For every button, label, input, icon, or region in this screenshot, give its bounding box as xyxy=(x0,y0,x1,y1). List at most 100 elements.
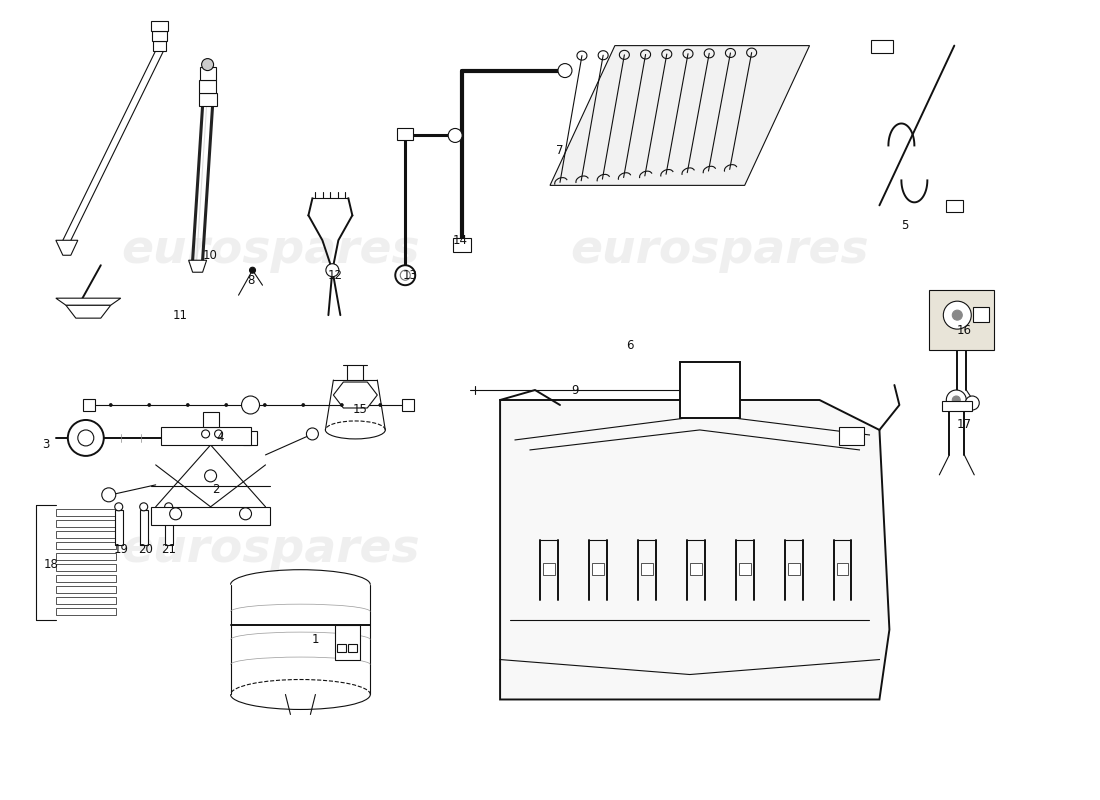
Bar xyxy=(199,79,216,93)
Circle shape xyxy=(307,428,318,440)
Bar xyxy=(56,542,116,549)
Bar xyxy=(543,562,556,574)
Circle shape xyxy=(169,508,182,520)
Polygon shape xyxy=(550,46,810,186)
Bar xyxy=(165,510,173,545)
Bar xyxy=(974,307,989,322)
Circle shape xyxy=(224,403,228,406)
Bar xyxy=(946,200,964,212)
Bar xyxy=(336,625,361,659)
Text: 6: 6 xyxy=(626,338,634,351)
Circle shape xyxy=(68,420,103,456)
Bar xyxy=(114,510,123,545)
Circle shape xyxy=(953,310,962,320)
Bar xyxy=(839,427,865,445)
Bar xyxy=(56,530,116,538)
Text: 15: 15 xyxy=(353,403,367,417)
Bar xyxy=(641,562,652,574)
Circle shape xyxy=(400,270,410,280)
Text: 16: 16 xyxy=(957,324,971,337)
Circle shape xyxy=(326,264,339,277)
Polygon shape xyxy=(188,260,207,272)
Bar xyxy=(453,238,471,252)
Bar xyxy=(151,507,271,525)
Bar xyxy=(56,608,116,614)
Circle shape xyxy=(944,301,971,329)
Text: eurospares: eurospares xyxy=(571,527,869,572)
Text: 7: 7 xyxy=(557,144,563,157)
Text: eurospares: eurospares xyxy=(121,527,420,572)
Circle shape xyxy=(201,58,213,70)
Circle shape xyxy=(242,396,260,414)
Bar xyxy=(56,553,116,560)
Text: 5: 5 xyxy=(901,219,909,232)
Bar xyxy=(161,427,251,445)
Bar xyxy=(788,562,800,574)
Text: 2: 2 xyxy=(212,483,219,496)
Bar xyxy=(56,520,116,526)
Circle shape xyxy=(395,266,415,285)
Circle shape xyxy=(301,403,305,406)
Circle shape xyxy=(201,430,210,438)
Bar xyxy=(56,564,116,570)
Bar xyxy=(199,66,216,79)
Circle shape xyxy=(340,403,343,406)
Polygon shape xyxy=(500,400,890,699)
Bar xyxy=(152,30,167,41)
Circle shape xyxy=(946,390,966,410)
Circle shape xyxy=(140,503,147,511)
Circle shape xyxy=(240,508,252,520)
Text: eurospares: eurospares xyxy=(121,228,420,273)
Text: 19: 19 xyxy=(113,543,129,556)
Text: 18: 18 xyxy=(43,558,58,571)
Circle shape xyxy=(558,63,572,78)
Text: 8: 8 xyxy=(246,274,254,286)
Circle shape xyxy=(263,403,266,406)
Circle shape xyxy=(378,403,382,406)
Text: 10: 10 xyxy=(204,249,218,262)
Circle shape xyxy=(186,403,189,406)
Bar xyxy=(202,412,219,427)
Bar xyxy=(592,562,604,574)
Text: 3: 3 xyxy=(42,438,50,451)
Bar xyxy=(397,129,414,141)
Text: 21: 21 xyxy=(162,543,176,556)
Circle shape xyxy=(966,396,979,410)
Bar xyxy=(871,40,893,53)
Bar xyxy=(56,586,116,593)
Bar xyxy=(349,643,358,651)
Circle shape xyxy=(205,470,217,482)
Circle shape xyxy=(165,503,173,511)
Bar xyxy=(690,562,702,574)
Bar xyxy=(338,643,346,651)
Text: eurospares: eurospares xyxy=(571,228,869,273)
Text: 9: 9 xyxy=(571,383,579,397)
Text: 14: 14 xyxy=(453,234,468,246)
Bar xyxy=(930,290,994,350)
Bar xyxy=(680,362,739,418)
Text: 20: 20 xyxy=(139,543,153,556)
Bar xyxy=(242,431,256,445)
Text: 12: 12 xyxy=(328,269,343,282)
Text: 1: 1 xyxy=(311,633,319,646)
Polygon shape xyxy=(333,382,377,408)
Bar xyxy=(836,562,848,574)
Text: 13: 13 xyxy=(403,269,418,282)
Circle shape xyxy=(250,267,255,274)
Circle shape xyxy=(102,488,116,502)
Bar xyxy=(82,399,95,411)
Text: 4: 4 xyxy=(217,431,224,445)
Bar xyxy=(151,21,168,30)
Polygon shape xyxy=(56,240,78,255)
Polygon shape xyxy=(56,298,121,305)
Bar xyxy=(56,509,116,516)
Circle shape xyxy=(109,403,112,406)
Bar xyxy=(403,399,415,411)
Bar xyxy=(943,401,972,411)
Bar xyxy=(56,597,116,604)
Bar xyxy=(739,562,750,574)
Circle shape xyxy=(448,129,462,142)
Bar xyxy=(199,93,217,106)
Bar xyxy=(153,41,166,50)
Circle shape xyxy=(147,403,151,406)
